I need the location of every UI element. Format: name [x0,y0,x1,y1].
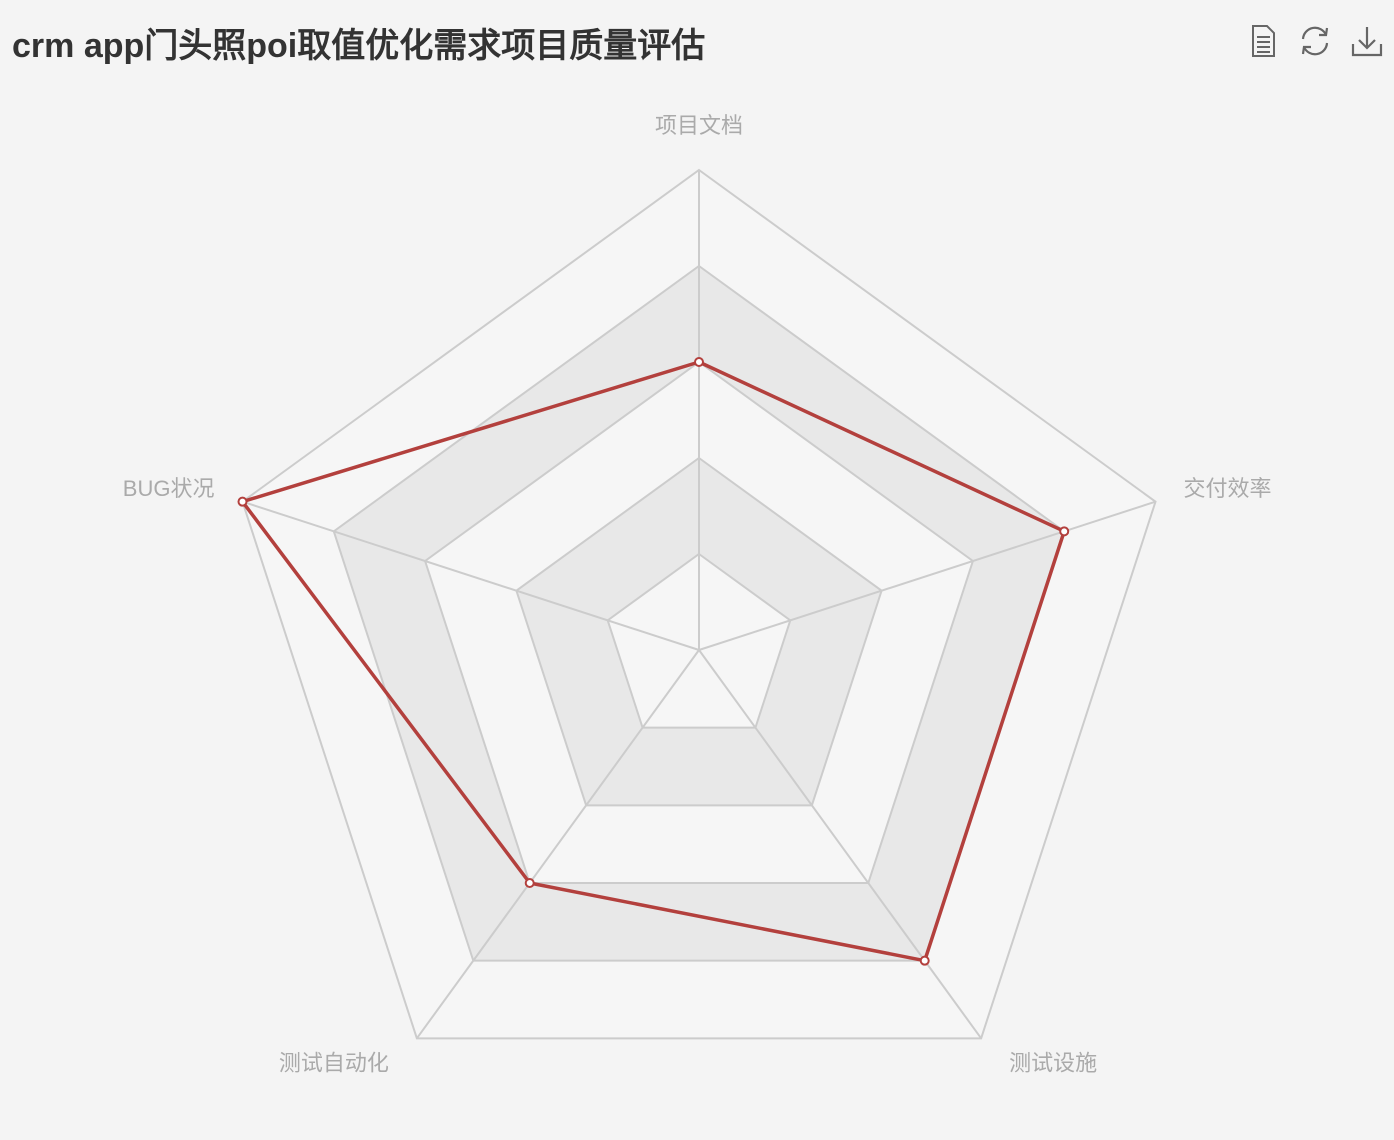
axis-line [242,500,700,651]
restore-icon [1301,26,1329,56]
data-point[interactable] [237,496,248,507]
axis-line [698,649,982,1039]
split-line [241,168,1157,1040]
indicator-label: BUG状况 [123,476,215,501]
restore-button[interactable] [1296,22,1334,60]
split-line [606,552,792,729]
indicator-label: 交付效率 [1184,476,1272,501]
split-line [515,456,883,807]
toolbox [1244,22,1386,60]
data-point[interactable] [694,357,704,367]
data-point[interactable] [919,955,930,966]
split-line [423,360,975,884]
save-image-icon [1351,27,1383,57]
chart-title: crm app门头照poi取值优化需求项目质量评估 [12,27,706,65]
data-view-icon [1252,25,1275,57]
indicator-label: 项目文档 [655,113,743,138]
series-line [240,360,1066,963]
data-point[interactable] [1059,526,1070,537]
data-view-button[interactable] [1244,22,1282,60]
indicator-label: 测试设施 [1009,1050,1097,1075]
split-line [332,264,1066,962]
axis-line [416,649,700,1039]
save-image-button[interactable] [1348,22,1386,60]
axis-line [698,500,1156,651]
indicator-label: 测试自动化 [279,1050,389,1075]
data-point[interactable] [524,877,535,888]
